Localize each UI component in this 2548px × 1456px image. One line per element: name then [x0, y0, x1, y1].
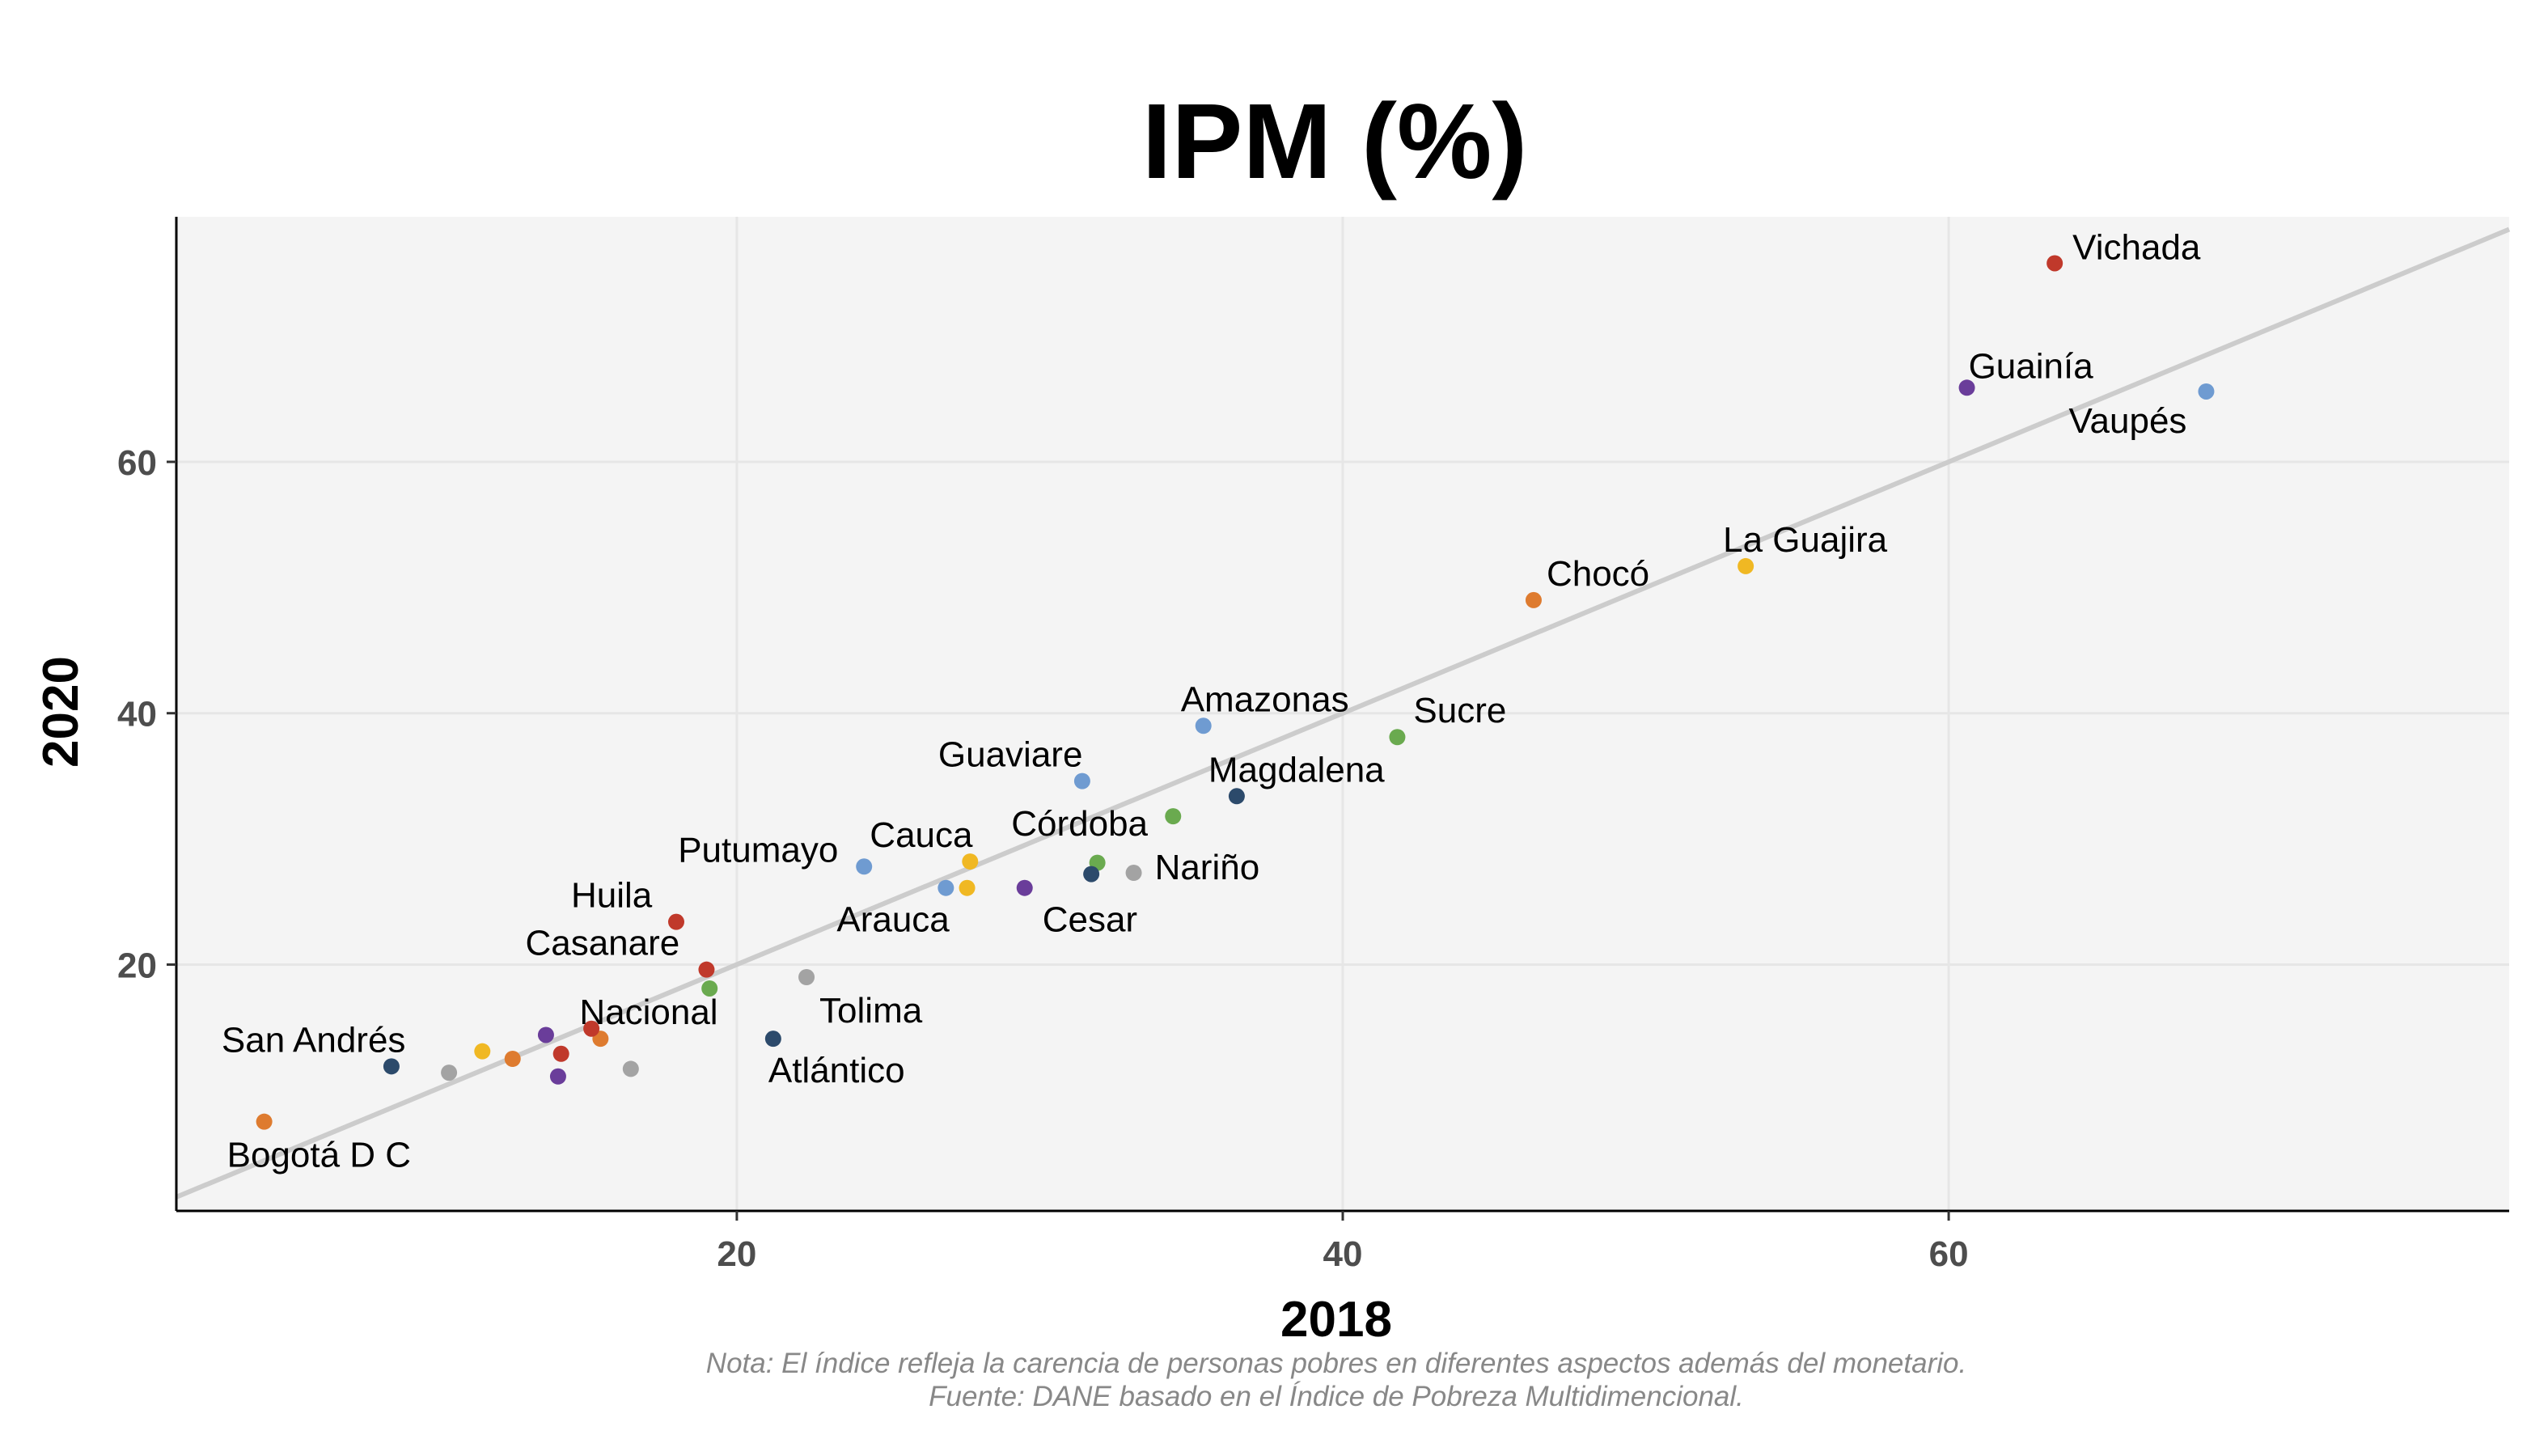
chart-title: IPM (%)	[1142, 82, 1528, 201]
data-point	[959, 879, 976, 896]
point-label: Nacional	[579, 993, 717, 1032]
data-point	[552, 1045, 569, 1062]
y-axis-title: 2020	[33, 656, 89, 768]
point-label: La Guajira	[1723, 520, 1888, 560]
point-label: Nariño	[1155, 848, 1260, 887]
data-point	[1195, 717, 1212, 734]
point-label: Cauca	[870, 815, 973, 855]
data-point	[1073, 772, 1090, 789]
data-point	[1389, 729, 1406, 746]
x-tick-label: 20	[717, 1234, 756, 1274]
point-label: San Andrés	[222, 1020, 406, 1060]
point-label: Vaupés	[2068, 401, 2186, 441]
data-point	[383, 1058, 400, 1075]
data-point	[622, 1060, 639, 1077]
data-point	[549, 1068, 566, 1085]
data-point	[1525, 591, 1542, 608]
point-label: Amazonas	[1181, 679, 1349, 719]
data-point	[938, 879, 954, 896]
data-point	[856, 858, 873, 875]
data-point	[701, 980, 718, 997]
point-label: Casanare	[525, 924, 679, 963]
data-point	[962, 853, 979, 870]
point-label: Magdalena	[1208, 750, 1385, 789]
point-label: Arauca	[836, 900, 950, 940]
point-label: Chocó	[1547, 554, 1649, 594]
point-label: Putumayo	[678, 830, 838, 870]
point-label: Huila	[571, 876, 653, 916]
reference-line	[175, 226, 2511, 1200]
data-point	[1737, 557, 1754, 574]
caption-source: Fuente: DANE basado en el Índice de Pobr…	[929, 1381, 1744, 1412]
data-point	[698, 961, 715, 978]
x-axis-title: 2018	[1280, 1292, 1392, 1348]
point-label: Guaviare	[938, 735, 1083, 775]
data-point	[1165, 808, 1182, 825]
x-tick-label: 60	[1929, 1234, 1969, 1274]
data-point	[256, 1113, 273, 1130]
point-label: Vichada	[2072, 227, 2201, 267]
data-point	[668, 913, 684, 930]
data-point	[504, 1050, 521, 1067]
data-point	[798, 969, 815, 986]
tick-labels: 20 40 60 20 40 60	[117, 443, 1969, 1274]
data-point	[1228, 788, 1245, 805]
data-point	[441, 1064, 458, 1081]
point-label: Tolima	[819, 991, 923, 1031]
point-label: Cesar	[1043, 900, 1137, 940]
data-point	[1083, 866, 1100, 882]
data-point	[764, 1031, 781, 1048]
y-tick-label: 20	[117, 946, 157, 985]
data-point	[1958, 379, 1975, 396]
data-points	[256, 255, 2215, 1130]
data-point	[537, 1026, 554, 1043]
data-point	[583, 1020, 600, 1037]
point-label: Córdoba	[1011, 804, 1148, 844]
point-label: Guainía	[1969, 346, 2094, 386]
point-label: Sucre	[1413, 691, 1506, 730]
y-tick-label: 60	[117, 443, 157, 483]
point-label: Bogotá D C	[227, 1136, 411, 1175]
data-point	[474, 1043, 491, 1060]
point-labels: Vichada Guainía Vaupés La Guajira Chocó Sucre…	[222, 227, 2201, 1175]
point-label: Atlántico	[768, 1051, 905, 1090]
data-point	[1016, 879, 1033, 896]
x-tick-label: 40	[1323, 1234, 1363, 1274]
data-point	[1125, 865, 1142, 882]
data-point	[2198, 383, 2215, 400]
caption-note: Nota: El índice refleja la carencia de p…	[706, 1348, 1966, 1379]
y-tick-label: 40	[117, 695, 157, 734]
data-point	[2046, 255, 2063, 272]
